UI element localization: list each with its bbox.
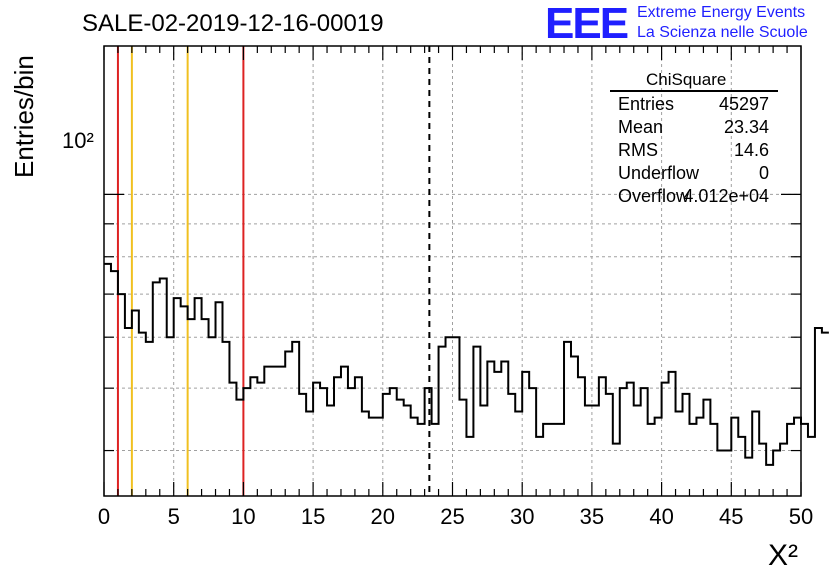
y-axis-label: Entries/bin [9,55,39,178]
x-tick-label: 15 [301,504,325,529]
run-title: SALE-02-2019-12-16-00019 [82,10,384,37]
x-axis-label: X² [768,539,798,572]
x-tick-label: 25 [440,504,464,529]
stats-label: Entries [618,94,674,114]
x-tick-label: 0 [98,504,110,529]
logo-caption-1: Extreme Energy Events [637,4,806,21]
x-axis: 0 5 10 15 20 25 30 35 40 45 50 [98,46,813,529]
x-tick-label: 20 [371,504,395,529]
x-tick-label: 10 [231,504,255,529]
x-tick-label: 5 [168,504,180,529]
histogram-line [104,262,829,466]
x-tick-label: 45 [719,504,743,529]
stats-value: 23.34 [724,117,769,137]
stats-value: 0 [759,163,769,183]
stats-box: ChiSquare Entries 45297 Mean 23.34 RMS 14.6 Un… [610,70,778,206]
x-tick-label: 50 [789,504,813,529]
stats-value: 14.6 [734,140,769,160]
stats-title: ChiSquare [646,70,726,89]
x-tick-label: 30 [510,504,534,529]
y-tick-label-100: 10² [62,128,94,153]
x-tick-label: 35 [580,504,604,529]
eee-logo: EEE [545,0,629,48]
stats-label: Overflow [618,186,690,206]
grid [104,46,801,496]
stats-value: 45297 [719,94,769,114]
y-axis [104,193,801,452]
stats-label: RMS [618,140,658,160]
logo-caption-2: La Scienza nelle Scuole [637,24,808,41]
stats-label: Underflow [618,163,700,183]
stats-label: Mean [618,117,663,137]
stats-value: 4.012e+04 [683,186,769,206]
x-tick-label: 40 [649,504,673,529]
reference-lines [116,46,245,496]
